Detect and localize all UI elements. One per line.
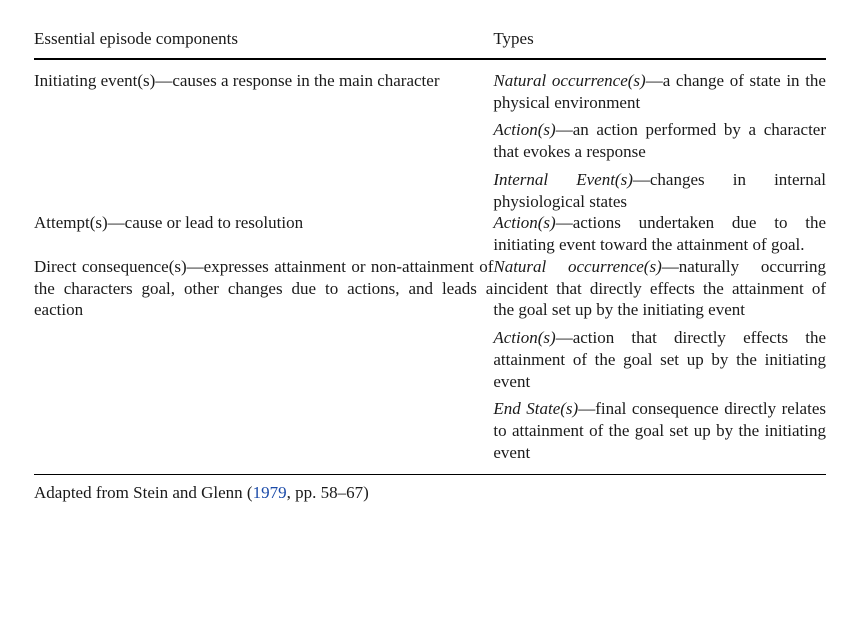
type-item: Internal Event(s)—changes in internal ph… [493, 169, 826, 213]
header-right: Types [493, 22, 826, 59]
component-cell: Initiating event(s)—causes a response in… [34, 59, 493, 213]
type-term: Action(s) [493, 328, 555, 347]
type-item: Action(s)—action that directly effects t… [493, 327, 826, 392]
type-item: Action(s)—an action performed by a chara… [493, 119, 826, 163]
episode-components-table: Essential episode components Types Initi… [34, 22, 826, 464]
type-term: Action(s) [493, 213, 555, 232]
table-row: Direct consequence(s)—expresses attainme… [34, 256, 826, 464]
page: Essential episode components Types Initi… [0, 0, 860, 503]
types-cell: Natural occurrence(s)—a change of state … [493, 59, 826, 213]
type-term: Natural occurrence(s) [493, 257, 661, 276]
type-item: Natural occurrence(s)—a change of state … [493, 70, 826, 114]
types-cell: Natural occurrence(s)—naturally occurrin… [493, 256, 826, 464]
component-cell: Direct consequence(s)—expresses attainme… [34, 256, 493, 464]
footnote-year: 1979 [253, 483, 287, 502]
type-term: Natural occurrence(s) [493, 71, 645, 90]
footnote-prefix: Adapted from Stein and Glenn ( [34, 483, 253, 502]
type-term: Action(s) [493, 120, 555, 139]
table-row: Initiating event(s)—causes a response in… [34, 59, 826, 213]
type-term: End State(s) [493, 399, 578, 418]
table-footnote: Adapted from Stein and Glenn (1979, pp. … [34, 474, 826, 503]
type-item: Action(s)—actions undertaken due to the … [493, 212, 826, 256]
type-item: End State(s)—final consequence directly … [493, 398, 826, 463]
footnote-suffix: , pp. 58–67) [287, 483, 369, 502]
component-cell: Attempt(s)—cause or lead to resolution [34, 212, 493, 256]
types-cell: Action(s)—actions undertaken due to the … [493, 212, 826, 256]
type-item: Natural occurrence(s)—naturally occurrin… [493, 256, 826, 321]
table-row: Attempt(s)—cause or lead to resolution A… [34, 212, 826, 256]
header-left: Essential episode components [34, 22, 493, 59]
type-term: Internal Event(s) [493, 170, 633, 189]
